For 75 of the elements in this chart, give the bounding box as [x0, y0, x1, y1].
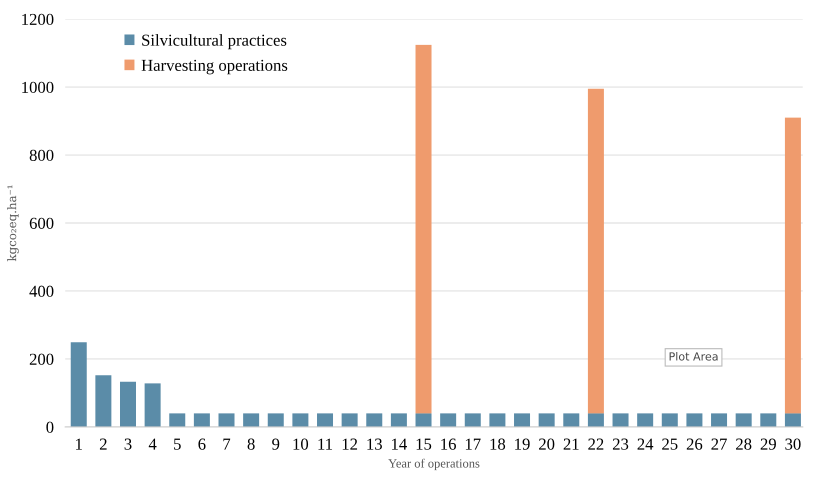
x-tick-label: 6 [198, 438, 206, 450]
x-tick-label: 26 [686, 438, 702, 450]
bar [662, 413, 678, 427]
x-tick-label: 7 [223, 438, 230, 450]
legend-label: Silvicultural practices [142, 34, 286, 50]
bar [784, 118, 801, 414]
x-axis-title: Year of operations [388, 458, 480, 470]
x-tick-label: 4 [148, 438, 157, 450]
bar [736, 413, 752, 427]
bar [489, 413, 506, 427]
x-tick-label: 30 [785, 438, 801, 450]
y-tick-label: 400 [29, 286, 54, 297]
bar [169, 413, 186, 427]
bar [390, 413, 407, 427]
x-tick-label: 19 [515, 438, 530, 450]
bar [711, 413, 728, 427]
x-tick-label: 2 [100, 438, 107, 450]
x-tick-label: 18 [490, 438, 506, 450]
bar [70, 342, 87, 427]
y-tick-label: 0 [46, 422, 54, 433]
bar [342, 413, 358, 427]
x-tick-label: 12 [342, 438, 358, 450]
bar [317, 413, 334, 427]
x-tick-label: 20 [539, 438, 554, 450]
x-tick-label: 22 [588, 438, 604, 450]
bar [218, 413, 235, 427]
x-tick-label: 10 [294, 438, 308, 450]
y-axis-title: kgco₂eq.ha⁻¹ [7, 185, 19, 262]
bar [416, 44, 432, 414]
bar [194, 413, 210, 427]
x-tick-label: 24 [638, 438, 654, 450]
y-tick-label: 1200 [22, 14, 54, 26]
x-tick-label: 5 [174, 438, 181, 450]
x-tick-label: 3 [124, 438, 132, 450]
bar [588, 88, 604, 414]
x-tick-label: 29 [760, 438, 776, 450]
x-tick-label: 15 [416, 438, 432, 450]
legend-label: Harvesting operations [142, 60, 288, 74]
bar [120, 382, 136, 427]
bar [563, 413, 580, 427]
bar [440, 413, 456, 427]
x-tick-label: 17 [466, 438, 481, 450]
x-tick-label: 28 [736, 438, 752, 450]
x-tick-label: 8 [248, 438, 255, 450]
bar [292, 413, 308, 427]
bar [784, 413, 801, 427]
bar [416, 413, 432, 427]
y-tick-label: 600 [30, 218, 54, 229]
bar [366, 413, 382, 427]
y-tick-label: 1000 [22, 82, 54, 93]
bar [464, 413, 481, 427]
annotation: Plot Area [670, 352, 718, 361]
y-tick-label: 200 [30, 354, 54, 365]
x-tick-label: 16 [441, 438, 456, 450]
bar [538, 413, 555, 427]
x-tick-label: 23 [612, 438, 628, 450]
x-tick-label: 21 [564, 438, 579, 450]
x-tick-label: 27 [711, 438, 727, 450]
bar [268, 413, 284, 427]
x-tick-label: 25 [662, 438, 678, 450]
x-tick-label: 14 [392, 438, 407, 450]
bar [588, 413, 604, 427]
bar [514, 413, 530, 427]
x-tick-label: 9 [272, 438, 280, 450]
x-tick-label: 1 [76, 438, 82, 450]
bar [637, 413, 654, 427]
bar [243, 413, 260, 427]
y-tick-label: 800 [30, 150, 54, 161]
bar [144, 383, 161, 427]
bar [686, 413, 702, 427]
bar [95, 375, 112, 427]
x-tick-label: 11 [318, 438, 332, 450]
bar [612, 413, 629, 427]
bar [760, 413, 776, 427]
x-tick-label: 13 [367, 438, 382, 450]
